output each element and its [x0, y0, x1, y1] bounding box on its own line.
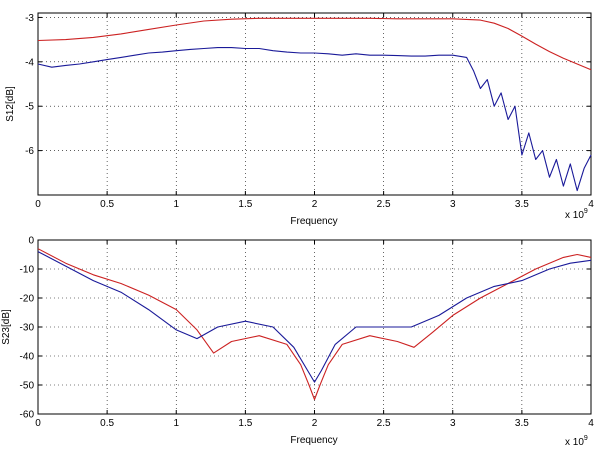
- s23-x-tick-label: 1.5: [238, 418, 252, 429]
- s12-x-tick-label: 4: [588, 199, 594, 210]
- s12-x-tick-label: 0: [35, 199, 41, 210]
- s12-x-tick-label: 3: [450, 199, 456, 210]
- s23-x-exponent-base: x 10: [565, 437, 584, 448]
- s12-x-exponent-power: 9: [584, 208, 588, 215]
- s12-x-tick-label: 3.5: [515, 199, 529, 210]
- s23-tick-labels: 0 0.5 1 1.5 2 2.5 3 3.5 4 -60 -50 -40 -30 -20 -10 0: [20, 236, 595, 430]
- s12-y-tick-label: -5: [25, 102, 34, 113]
- s23-gridlines: [38, 240, 591, 414]
- s23-y-tick-label: -40: [20, 352, 35, 363]
- s12-y-tick-label: -6: [25, 146, 34, 157]
- s23-y-tick-label: -30: [20, 323, 35, 334]
- s23-y-axis-label: S23[dB]: [1, 309, 12, 345]
- s12-series-line-1: [37, 47, 592, 192]
- s12-x-exponent-label: x 109: [565, 208, 588, 221]
- s12-series-group: [37, 17, 592, 192]
- s23-y-tick-label: -20: [20, 294, 35, 305]
- s12-axes: 0 0.5 1 1.5 2 2.5 3 3.5 4 -6 -5 -4 -3 Frequency S12[…: [5, 12, 594, 227]
- s23-series-group: [37, 248, 592, 401]
- s23-series-line-0: [37, 248, 592, 401]
- s23-y-tick-label: 0: [28, 236, 34, 247]
- s23-x-tick-label: 1: [173, 418, 179, 429]
- s12-x-tick-label: 2.5: [377, 199, 391, 210]
- s23-x-tick-label: 0: [35, 418, 41, 429]
- s23-y-tick-label: -60: [20, 410, 35, 421]
- s23-x-tick-label: 0.5: [100, 418, 114, 429]
- s12-series-line-0: [37, 17, 592, 71]
- s12-y-tick-label: -4: [25, 57, 34, 68]
- s12-x-tick-label: 1.5: [238, 199, 252, 210]
- s23-series-line-1: [37, 251, 592, 383]
- s23-y-tick-label: -10: [20, 265, 35, 276]
- s12-gridlines: [38, 13, 591, 195]
- s12-x-tick-label: 1: [173, 199, 179, 210]
- s12-y-tick-label: -3: [25, 13, 34, 24]
- s12-x-tick-label: 2: [312, 199, 318, 210]
- s23-x-tick-label: 3: [450, 418, 456, 429]
- s23-x-tick-label: 2: [312, 418, 318, 429]
- s12-x-tick-label: 0.5: [100, 199, 114, 210]
- s23-x-exponent-power: 9: [584, 435, 588, 442]
- s23-x-axis-label: Frequency: [290, 435, 337, 446]
- s23-axes: 0 0.5 1 1.5 2 2.5 3 3.5 4 -60 -50 -40 -30 -20 -10 0 Fre…: [1, 236, 594, 449]
- s23-x-tick-label: 2.5: [377, 418, 391, 429]
- s12-plot-background: [37, 12, 592, 196]
- s12-x-exponent-base: x 10: [565, 210, 584, 221]
- s12-x-axis-label: Frequency: [290, 216, 337, 227]
- s23-x-tick-label: 3.5: [515, 418, 529, 429]
- s23-x-exponent-label: x 109: [565, 435, 588, 448]
- s12-tick-labels: 0 0.5 1 1.5 2 2.5 3 3.5 4 -6 -5 -4 -3: [25, 13, 594, 210]
- s23-x-tick-label: 4: [588, 418, 594, 429]
- s12-y-axis-label: S12[dB]: [5, 86, 16, 122]
- s23-y-tick-label: -50: [20, 381, 35, 392]
